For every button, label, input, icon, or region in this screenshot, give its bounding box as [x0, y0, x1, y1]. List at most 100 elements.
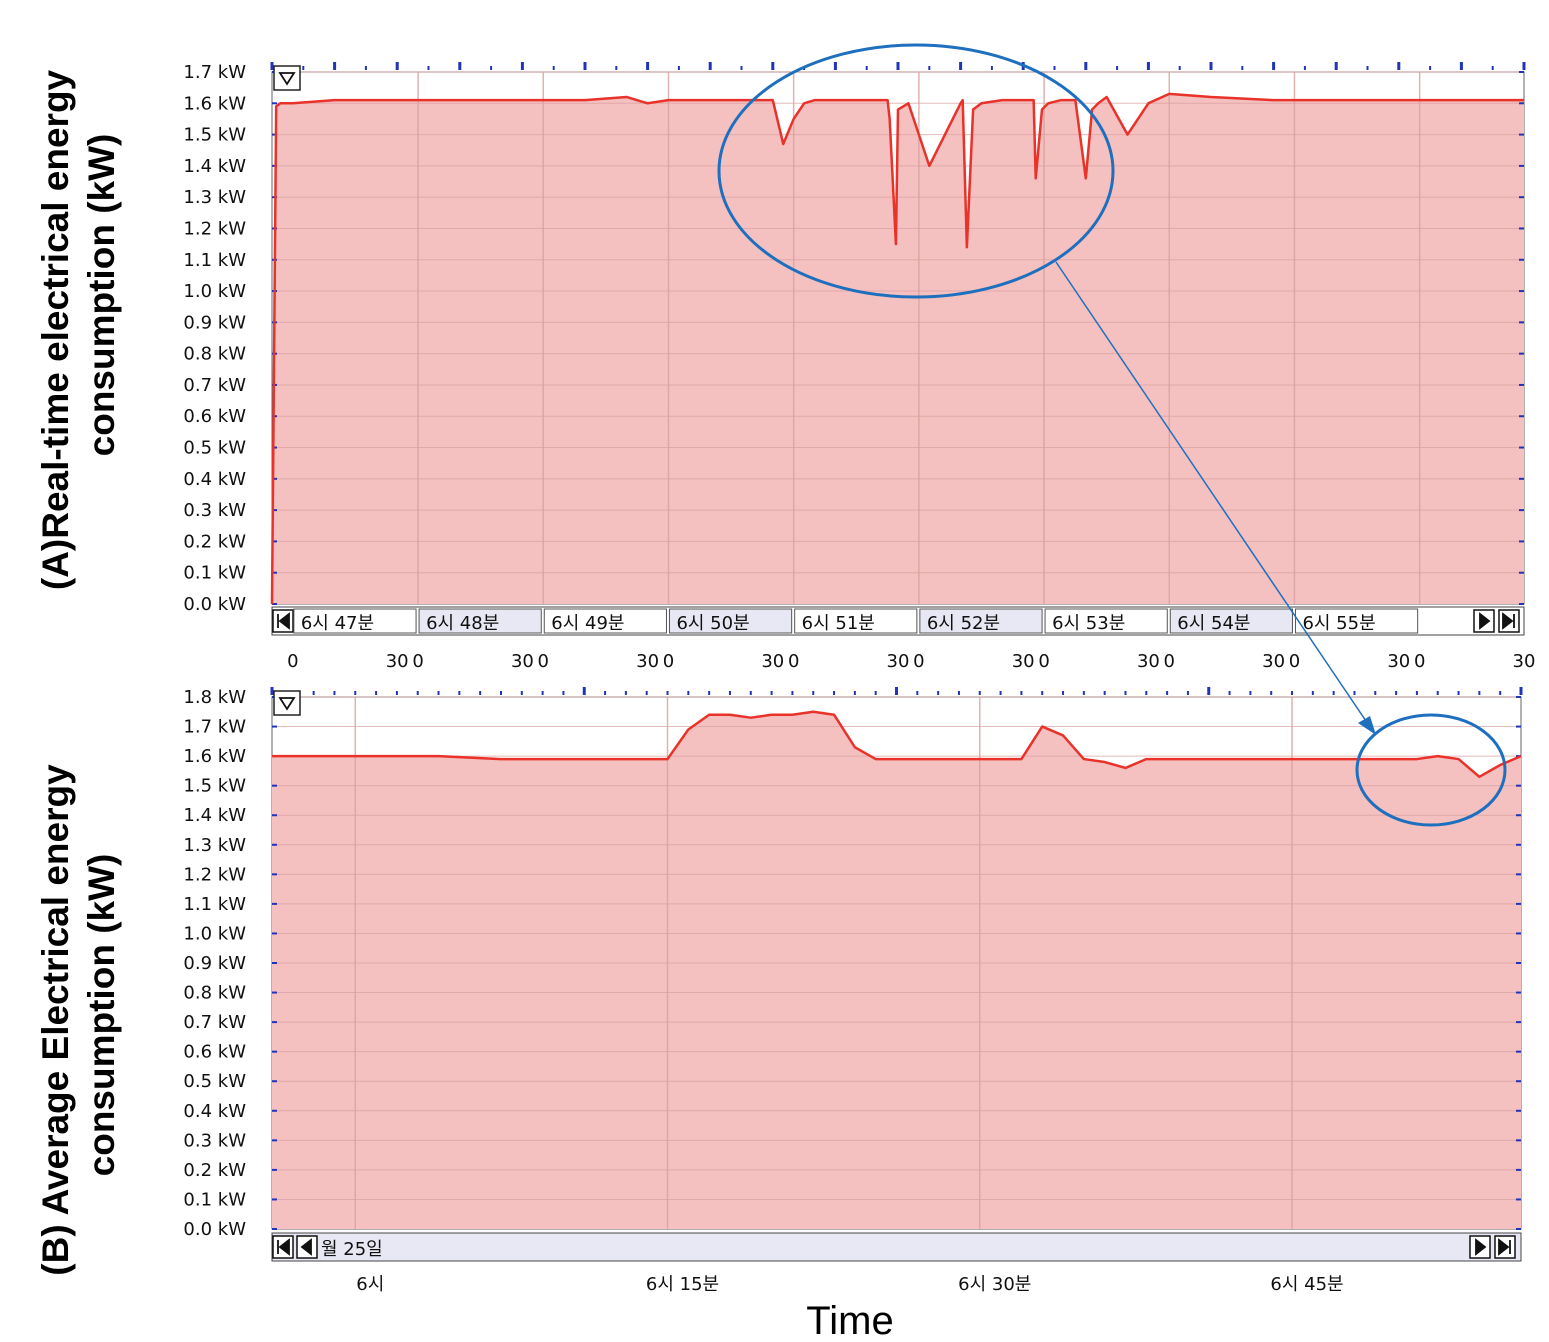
x-sub-tick-label: 30: [1012, 651, 1035, 672]
nav-segment[interactable]: 6시 50분: [668, 608, 793, 634]
y-tick-label: 0.7 kW: [183, 375, 246, 396]
y-tick-label: 1.5 kW: [183, 125, 246, 146]
nav-segment-box[interactable]: [543, 608, 667, 634]
chart-b: 0.0 kW 0.1 kW 0.2 kW 0.3 kW 0.4 kW 0.5 kW 0.6 …: [183, 687, 1523, 1295]
nav-segment-box[interactable]: [418, 608, 542, 634]
x-sub-tick-label: 0: [1289, 651, 1300, 672]
dropdown-box[interactable]: [273, 65, 301, 91]
nav-segment-label: 6시 47분: [301, 613, 374, 634]
next-arrow-icon: [1479, 612, 1491, 630]
x-sub-tick-label: 30: [1262, 651, 1285, 672]
nav-segment[interactable]: 6시 53분: [1044, 608, 1168, 634]
nav-segment-label: 6시 55분: [1302, 613, 1375, 634]
nav-date-label: 월 25일: [321, 1239, 383, 1260]
area-fill: [272, 711, 1521, 1229]
dropdown-button[interactable]: [273, 690, 301, 716]
nav-segment-label: 6시 54분: [1177, 613, 1250, 634]
triangle-down-icon: [278, 72, 296, 86]
y-tick-label: 0.1 kW: [183, 563, 246, 584]
nav-segment-label: 6시 53분: [1052, 613, 1125, 634]
triangle-down-icon: [278, 697, 296, 711]
nav-segment-box[interactable]: [668, 608, 793, 634]
prev-arrow-icon: [300, 1238, 312, 1256]
y-tick-label: 0.7 kW: [183, 1012, 246, 1033]
nav-segment-label: 6시 51분: [802, 613, 875, 634]
nav-segment-box[interactable]: [1169, 608, 1293, 634]
nav-segment[interactable]: 6시 49분: [543, 608, 667, 634]
last-arrow-icon: [1498, 1238, 1511, 1256]
time-navigator-a: 6시 47분 6시 48분 6시 49분 6시 50분 6시 51분 6시 52분 6시 5…: [271, 606, 1525, 636]
nav-segment[interactable]: 6시 48분: [418, 608, 542, 634]
y-tick-label: 1.2 kW: [183, 218, 246, 239]
y-tick-label: 0.6 kW: [183, 1042, 246, 1063]
y-tick-label: 0.4 kW: [183, 1101, 246, 1122]
y-tick-label: 1.2 kW: [183, 864, 246, 885]
y-tick-label: 1.0 kW: [183, 923, 246, 944]
chart-a-ylabel-line2: consumption (kW): [81, 134, 122, 457]
nav-segment-box[interactable]: [794, 608, 918, 634]
nav-segment-label: 6시 48분: [426, 613, 499, 634]
nav-segment[interactable]: 6시 51분: [794, 608, 918, 634]
y-tick-label: 1.1 kW: [183, 894, 246, 915]
arrow-head-icon: [1358, 716, 1376, 735]
y-tick-label: 0.0 kW: [183, 594, 246, 615]
x-sub-tick-label: 30: [636, 651, 659, 672]
dropdown-box[interactable]: [273, 690, 301, 716]
y-tick-label: 0.3 kW: [183, 500, 246, 521]
y-tick-label: 0.9 kW: [183, 953, 246, 974]
nav-segment[interactable]: 6시 47분: [293, 608, 417, 634]
y-tick-label: 0.8 kW: [183, 983, 246, 1004]
y-tick-label: 1.6 kW: [183, 746, 246, 767]
nav-segment-label: 6시 50분: [676, 613, 749, 634]
x-sub-tick-label: 0: [412, 651, 423, 672]
dropdown-button[interactable]: [273, 65, 301, 91]
y-tick-label: 1.4 kW: [183, 805, 246, 826]
y-tick-label: 0.1 kW: [183, 1189, 246, 1210]
nav-segment[interactable]: 6시 52분: [919, 608, 1043, 634]
x-tick-label: 6시 45분: [1270, 1274, 1343, 1295]
x-sub-tick-label: 0: [538, 651, 549, 672]
nav-segment-label: 6시 49분: [551, 613, 624, 634]
nav-segment-label: 6시 52분: [927, 613, 1000, 634]
first-arrow-icon: [277, 1238, 290, 1256]
chart-b-ylabel-line2: consumption (kW): [81, 854, 122, 1177]
nav-first-button[interactable]: [272, 1235, 294, 1259]
y-tick-label: 1.1 kW: [183, 250, 246, 271]
nav-next-button[interactable]: [1469, 1235, 1491, 1259]
nav-segment-box[interactable]: [919, 608, 1043, 634]
x-sub-tick-label: 30: [511, 651, 534, 672]
chart-b-ylabel: (B) Average Electrical energy consumptio…: [35, 764, 122, 1276]
nav-next-button[interactable]: [1473, 609, 1495, 633]
series-line: [270, 92, 1524, 605]
nav-segment-box[interactable]: [1294, 608, 1419, 634]
nav-prev-button[interactable]: [296, 1235, 318, 1259]
highlight-ellipse-a: [717, 43, 1115, 299]
x-sub-tick-label: 30: [1513, 651, 1536, 672]
chart-a: 0.0 kW 0.1 kW 0.2 kW 0.3 kW 0.4 kW 0.5 kW 0.6 …: [183, 62, 1535, 672]
nav-segment-box[interactable]: [293, 608, 417, 634]
x-sub-tick-label: 0: [1164, 651, 1175, 672]
y-tick-label: 0.5 kW: [183, 1071, 246, 1092]
x-sub-tick-label: 0: [287, 651, 298, 672]
chart-b-ylabel-line1: (B) Average Electrical energy: [35, 764, 76, 1276]
nav-first-button[interactable]: [272, 609, 294, 633]
y-tick-label: 1.5 kW: [183, 776, 246, 797]
nav-segment[interactable]: 6시 55분: [1294, 608, 1419, 634]
x-sub-tick-label: 30: [887, 651, 910, 672]
first-arrow-icon: [277, 612, 290, 630]
nav-last-button[interactable]: [1494, 1235, 1516, 1259]
time-navigator-b: 월 25일: [271, 1232, 1522, 1262]
x-sub-tick-label: 0: [1038, 651, 1049, 672]
nav-segment[interactable]: 6시 54분: [1169, 608, 1293, 634]
x-sub-tick-label: 0: [913, 651, 924, 672]
y-tick-label: 0.0 kW: [183, 1219, 246, 1240]
nav-segment-box[interactable]: [1044, 608, 1168, 634]
last-arrow-icon: [1502, 612, 1515, 630]
y-tick-label: 1.7 kW: [183, 717, 246, 738]
x-sub-tick-label: 0: [1414, 651, 1425, 672]
series-line: [272, 710, 1522, 779]
nav-last-button[interactable]: [1498, 609, 1520, 633]
y-tick-label: 1.3 kW: [183, 835, 246, 856]
x-sub-tick-label: 30: [1387, 651, 1410, 672]
